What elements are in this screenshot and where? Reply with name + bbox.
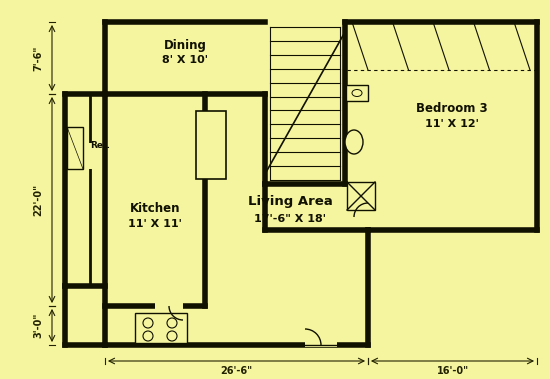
Ellipse shape bbox=[352, 89, 362, 97]
Text: Kitchen: Kitchen bbox=[130, 202, 180, 216]
Bar bbox=[205, 94, 368, 345]
Bar bbox=[347, 182, 375, 210]
Text: 22'-0": 22'-0" bbox=[33, 184, 43, 216]
Bar bbox=[346, 85, 368, 101]
Text: 17'-6" X 18': 17'-6" X 18' bbox=[254, 214, 326, 224]
Text: Island: Island bbox=[206, 130, 216, 160]
Bar bbox=[67, 127, 83, 169]
Circle shape bbox=[143, 331, 153, 341]
Text: 26'-6": 26'-6" bbox=[221, 366, 252, 376]
Text: Living Area: Living Area bbox=[248, 194, 332, 207]
Ellipse shape bbox=[345, 130, 363, 154]
Text: 11' X 11': 11' X 11' bbox=[128, 219, 182, 229]
Bar bbox=[265, 22, 345, 184]
Bar bbox=[105, 306, 368, 345]
Bar bbox=[105, 94, 205, 306]
Text: 11' X 12': 11' X 12' bbox=[425, 119, 479, 129]
Text: 16'-0": 16'-0" bbox=[437, 366, 469, 376]
Text: Dining: Dining bbox=[163, 39, 206, 53]
Text: 3'-0": 3'-0" bbox=[33, 313, 43, 338]
Bar bbox=[87, 143, 93, 169]
Bar bbox=[105, 22, 265, 94]
Bar bbox=[155, 302, 183, 309]
Bar bbox=[196, 111, 226, 179]
Text: 7'-6": 7'-6" bbox=[33, 45, 43, 71]
Bar bbox=[65, 94, 90, 286]
Text: Ref.: Ref. bbox=[90, 141, 110, 150]
Circle shape bbox=[167, 318, 177, 328]
Bar bbox=[67, 127, 83, 169]
Text: Bedroom 3: Bedroom 3 bbox=[416, 102, 488, 116]
Circle shape bbox=[167, 331, 177, 341]
Circle shape bbox=[143, 318, 153, 328]
Text: 8' X 10': 8' X 10' bbox=[162, 55, 208, 65]
Bar bbox=[135, 313, 187, 343]
Bar bbox=[345, 22, 537, 230]
Bar bbox=[305, 339, 337, 347]
Bar bbox=[365, 189, 372, 217]
